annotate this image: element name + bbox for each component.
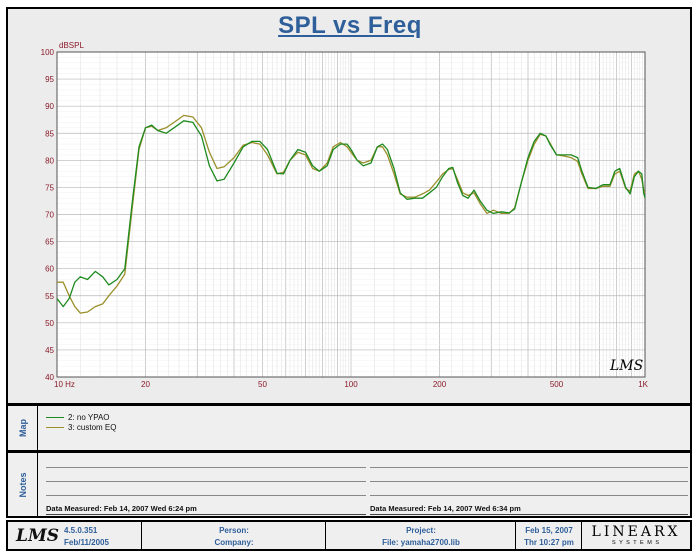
notes-panel: Notes Data Measured: Feb 14, 2007 Wed 6:… — [6, 451, 692, 518]
x-tick-label: 100 — [344, 380, 358, 389]
legend-swatch-custom-eq — [46, 426, 64, 428]
legend-item: 2: no YPAO — [46, 412, 116, 422]
y-tick-label: 100 — [41, 48, 55, 57]
note-line — [46, 495, 366, 496]
note-line — [370, 467, 688, 468]
y-tick-label: 65 — [45, 238, 54, 247]
map-side-label: Map — [8, 406, 38, 450]
lms-logo: LMS — [16, 526, 60, 546]
y-tick-label: 85 — [45, 129, 54, 138]
file-label: File: yamaha2700.lib — [382, 538, 460, 547]
legend-label: 2: no YPAO — [68, 412, 110, 422]
y-tick-label: 45 — [45, 346, 54, 355]
series-line — [56, 120, 646, 308]
version-number: 4.5.0.351 — [64, 526, 98, 535]
x-tick-label: 500 — [550, 380, 564, 389]
y-tick-label: 95 — [45, 75, 54, 84]
chart-title: SPL vs Freq — [278, 12, 422, 39]
note-line — [370, 481, 688, 482]
y-tick-label: 50 — [45, 319, 54, 328]
data-measured-right: Data Measured: Feb 14, 2007 Wed 6:34 pm — [370, 504, 521, 513]
y-tick-label: 90 — [45, 102, 54, 111]
note-line — [370, 514, 688, 515]
x-tick-label: 50 — [258, 380, 267, 389]
footer-version-cell: LMS 4.5.0.351 Feb/11/2005 — [8, 522, 142, 549]
legend-label: 3: custom EQ — [68, 422, 117, 432]
x-tick-label: 10 Hz — [54, 380, 75, 389]
note-line — [46, 514, 366, 515]
note-line — [46, 467, 366, 468]
watermark-logo: LMS — [610, 358, 644, 374]
x-tick-label: 200 — [433, 380, 447, 389]
x-tick-label: 1K — [638, 380, 648, 389]
y-tick-label: 80 — [45, 156, 54, 165]
y-tick-label: 40 — [45, 373, 54, 382]
footer-date-cell: Feb 15, 2007 Thr 10:27 pm — [516, 522, 582, 549]
map-panel: Map 2: no YPAO 3: custom EQ — [6, 404, 692, 452]
legend-item: 3: custom EQ — [46, 422, 116, 432]
footer: LMS 4.5.0.351 Feb/11/2005 Person: Compan… — [6, 520, 692, 551]
note-line — [370, 495, 688, 496]
y-tick-label: 55 — [45, 292, 54, 301]
brand-logo: LINEARX — [591, 524, 681, 540]
footer-project-cell: Project: File: yamaha2700.lib — [326, 522, 516, 549]
project-label: Project: — [406, 526, 436, 535]
person-label: Person: — [219, 526, 249, 535]
footer-brand-cell: LINEARX S Y S T E M S — [582, 522, 690, 549]
legend: 2: no YPAO 3: custom EQ — [46, 412, 116, 432]
legend-swatch-no-ypao — [46, 416, 64, 418]
day-time-label: Thr 10:27 pm — [524, 538, 574, 547]
version-date: Feb/11/2005 — [64, 538, 109, 547]
x-tick-label: 20 — [141, 380, 150, 389]
y-tick-label: 75 — [45, 183, 54, 192]
brand-sub: S Y S T E M S — [611, 540, 661, 546]
plot-border — [56, 51, 646, 378]
note-line — [46, 481, 366, 482]
y-tick-label: 70 — [45, 211, 54, 220]
date-label: Feb 15, 2007 — [525, 526, 573, 535]
spl-chart: 40 45 50 55 60 65 70 75 80 85 90 95 100 dBSPL 10 Hz 20 5… — [41, 41, 649, 389]
notes-side-label: Notes — [8, 453, 38, 516]
company-label: Company: — [214, 538, 254, 547]
data-measured-left: Data Measured: Feb 14, 2007 Wed 6:24 pm — [46, 504, 197, 513]
footer-person-cell: Person: Company: — [142, 522, 326, 549]
y-tick-label: 60 — [45, 265, 54, 274]
y-axis-label: dBSPL — [59, 41, 84, 50]
